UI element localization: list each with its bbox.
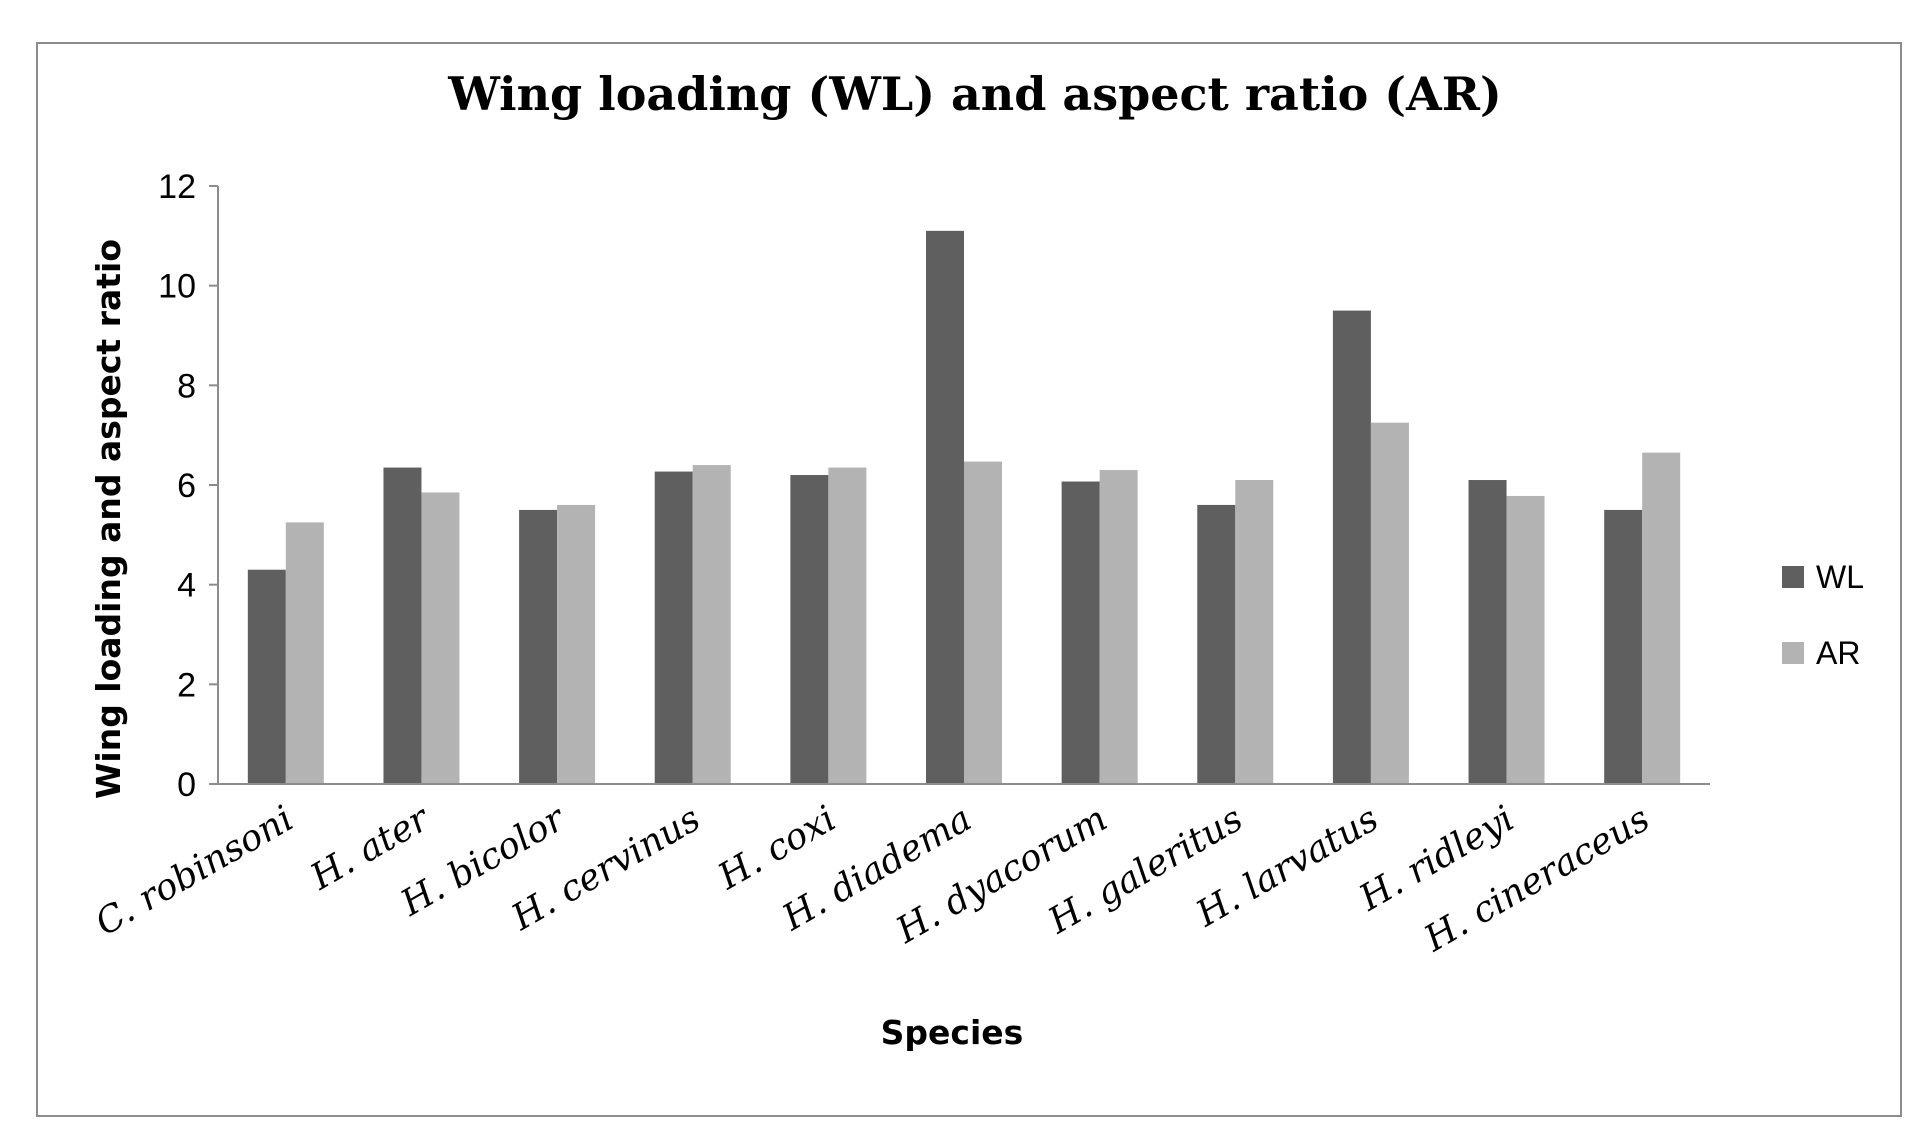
y-tick-label: 12 (158, 168, 196, 206)
chart-frame: Wing loading (WL) and aspect ratio (AR) … (36, 42, 1902, 1117)
bar-ar-1 (421, 492, 460, 784)
bar-wl-1 (383, 467, 422, 784)
bar-wl-8 (1332, 310, 1371, 784)
legend-label-wl: WL (1816, 559, 1864, 595)
legend-swatch-ar (1782, 642, 1804, 664)
x-axis-label: Species (881, 1013, 1024, 1052)
y-tick-label: 8 (177, 367, 196, 405)
bar-ar-8 (1370, 422, 1409, 784)
y-tick-label: 2 (177, 666, 196, 704)
bar-ar-7 (1235, 480, 1274, 784)
bar-wl-2 (519, 509, 558, 784)
bar-ar-9 (1506, 495, 1545, 784)
x-tick-label: C. robinsoni (89, 798, 301, 944)
chart-svg: Wing loading (WL) and aspect ratio (AR) … (89, 67, 1864, 1052)
legend-swatch-wl (1782, 566, 1804, 588)
bar-ar-10 (1642, 452, 1681, 784)
bar-wl-4 (790, 475, 829, 784)
bar-wl-10 (1604, 509, 1643, 784)
y-axis-label: Wing loading and aspect ratio (89, 239, 128, 799)
bar-wl-9 (1468, 480, 1507, 784)
y-tick-label: 0 (177, 766, 196, 804)
bar-wl-5 (926, 230, 964, 785)
legend: WL AR (1782, 559, 1864, 671)
bar-wl-7 (1197, 504, 1236, 784)
y-tick-label: 6 (177, 467, 196, 505)
chart-title: Wing loading (WL) and aspect ratio (AR) (447, 67, 1501, 121)
y-tick-label: 4 (177, 567, 196, 605)
bar-ar-5 (964, 461, 1002, 784)
bar-ar-4 (828, 467, 867, 784)
bar-ar-3 (692, 465, 731, 784)
bar-ar-6 (1099, 470, 1138, 784)
bar-wl-3 (654, 471, 693, 784)
bar-ar-2 (557, 504, 596, 784)
bar-wl-6 (1061, 481, 1100, 784)
bar-wl-0 (247, 569, 286, 784)
bar-ar-0 (285, 522, 324, 784)
legend-label-ar: AR (1816, 635, 1860, 671)
x-tick-label: H. cineraceus (1417, 798, 1657, 960)
y-tick-label: 10 (158, 268, 196, 306)
